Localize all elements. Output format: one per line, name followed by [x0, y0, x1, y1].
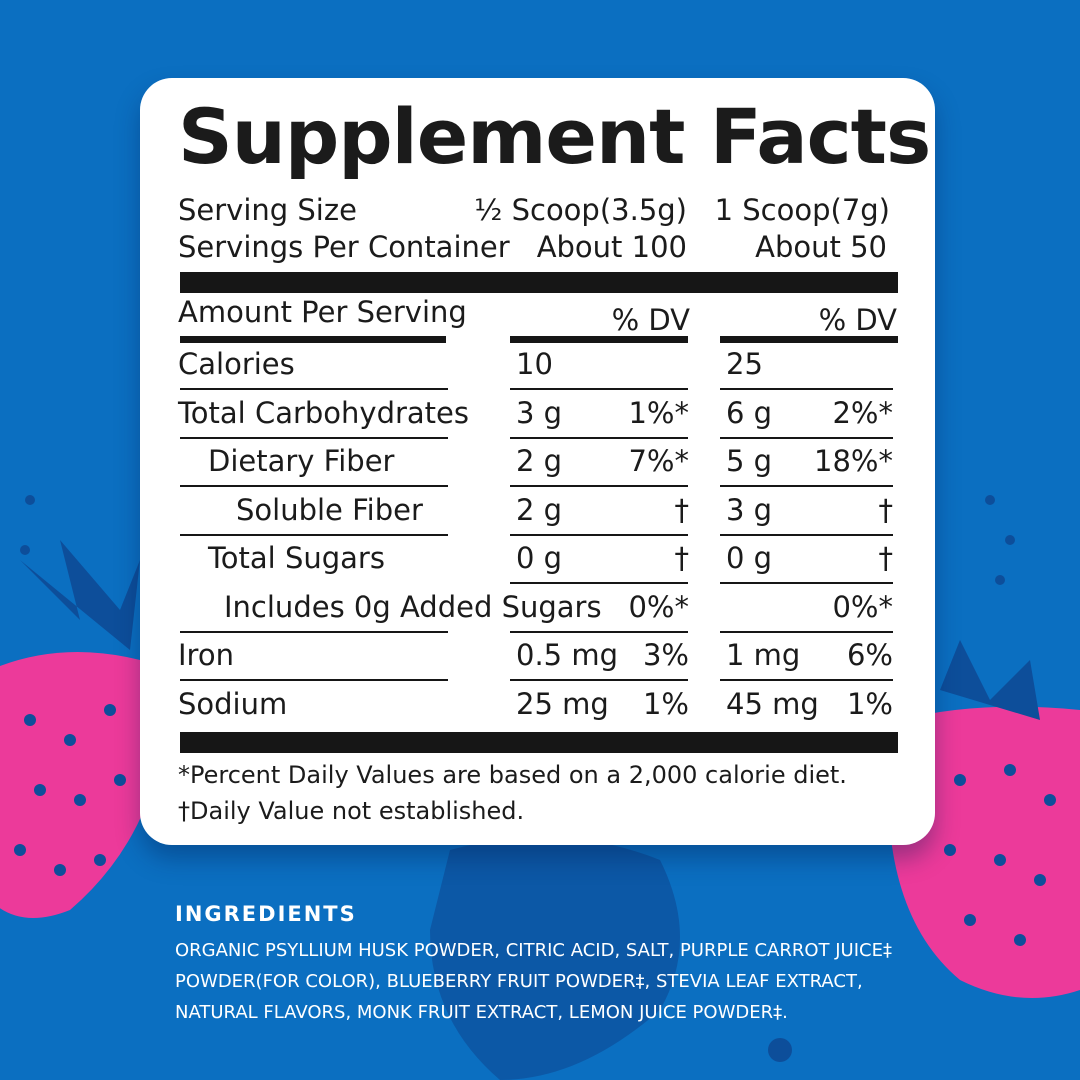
row-rule [180, 533, 448, 536]
row-name: Iron [178, 638, 234, 672]
amount: 45 mg [726, 686, 819, 721]
row-rule [720, 533, 893, 536]
rule [180, 272, 898, 293]
ingredients-line: NATURAL FLAVORS, MONK FRUIT EXTRACT, LEM… [175, 1002, 788, 1023]
daily-value: 1% [846, 686, 893, 721]
row-rule [180, 630, 448, 633]
daily-value: 2%* [832, 395, 893, 430]
row-rule [510, 388, 688, 390]
daily-value: 1%* [628, 395, 689, 430]
row-rule [180, 436, 448, 439]
rule [510, 336, 688, 343]
daily-value: 7%* [628, 444, 689, 478]
value: About 50 [755, 230, 887, 264]
amount: 5 g [726, 444, 773, 478]
amount: 1 mg [726, 638, 801, 672]
row-rule [510, 485, 688, 487]
row-rule [720, 388, 893, 390]
amount: 2 g [516, 492, 563, 527]
daily-value: 0%* [832, 589, 893, 624]
facts-panel: Supplement Facts Serving Size ½ Scoop(3.… [140, 78, 935, 845]
header: % DV [611, 303, 690, 337]
daily-value: 1% [642, 686, 689, 721]
footnote: *Percent Daily Values are based on a 2,0… [178, 761, 847, 789]
rule [180, 732, 898, 753]
row-rule [180, 679, 448, 681]
header: % DV [818, 303, 897, 337]
row-name: Total Carbohydrates [178, 395, 470, 430]
title: Supplement Facts [178, 92, 931, 181]
amount: 6 g [726, 395, 773, 430]
row-name: Calories [178, 347, 295, 381]
value: 1 Scoop(7g) [714, 193, 890, 227]
daily-value: † [674, 492, 690, 527]
ingredients-line: POWDER(FOR COLOR), BLUEBERRY FRUIT POWDE… [175, 971, 863, 992]
amount: 0 g [516, 541, 563, 575]
value: ½ Scoop(3.5g) [474, 193, 687, 227]
row-name: Soluble Fiber [236, 492, 423, 527]
row-rule [510, 582, 688, 584]
daily-value: † [878, 541, 894, 575]
row-name: Includes 0g Added Sugars [224, 589, 602, 624]
footnote: †Daily Value not established. [178, 797, 525, 825]
daily-value: 3% [642, 638, 689, 672]
row-rule [510, 679, 688, 681]
row-name: Total Sugars [208, 541, 385, 575]
amount: 3 g [516, 395, 563, 430]
label: Servings Per Container [178, 230, 510, 264]
row-rule [510, 533, 688, 536]
amount: 3 g [726, 492, 773, 527]
row-rule [180, 388, 448, 390]
daily-value: † [674, 541, 690, 575]
row-name: Sodium [178, 686, 288, 721]
row-rule [180, 485, 448, 487]
rule [180, 336, 446, 343]
label: Serving Size [178, 193, 357, 227]
daily-value: 6% [846, 638, 893, 672]
amount: 0 g [726, 541, 773, 575]
amount: 25 [726, 347, 763, 381]
row-rule [510, 630, 688, 633]
row-rule [720, 679, 893, 681]
value: About 100 [536, 230, 687, 264]
daily-value: 0%* [628, 589, 689, 624]
row-rule [720, 485, 893, 487]
daily-value: † [878, 492, 894, 527]
rule [720, 336, 898, 343]
row-rule [510, 436, 688, 439]
header: Amount Per Serving [178, 295, 467, 329]
amount: 0.5 mg [516, 638, 618, 672]
amount: 25 mg [516, 686, 609, 721]
amount: 10 [516, 347, 553, 381]
row-rule [720, 582, 893, 584]
ingredients-title: INGREDIENTS [175, 902, 357, 926]
row-rule [720, 436, 893, 439]
row-rule [720, 630, 893, 633]
amount: 2 g [516, 444, 563, 478]
row-name: Dietary Fiber [208, 444, 395, 478]
daily-value: 18%* [814, 444, 893, 478]
ingredients-line: ORGANIC PSYLLIUM HUSK POWDER, CITRIC ACI… [175, 940, 892, 961]
